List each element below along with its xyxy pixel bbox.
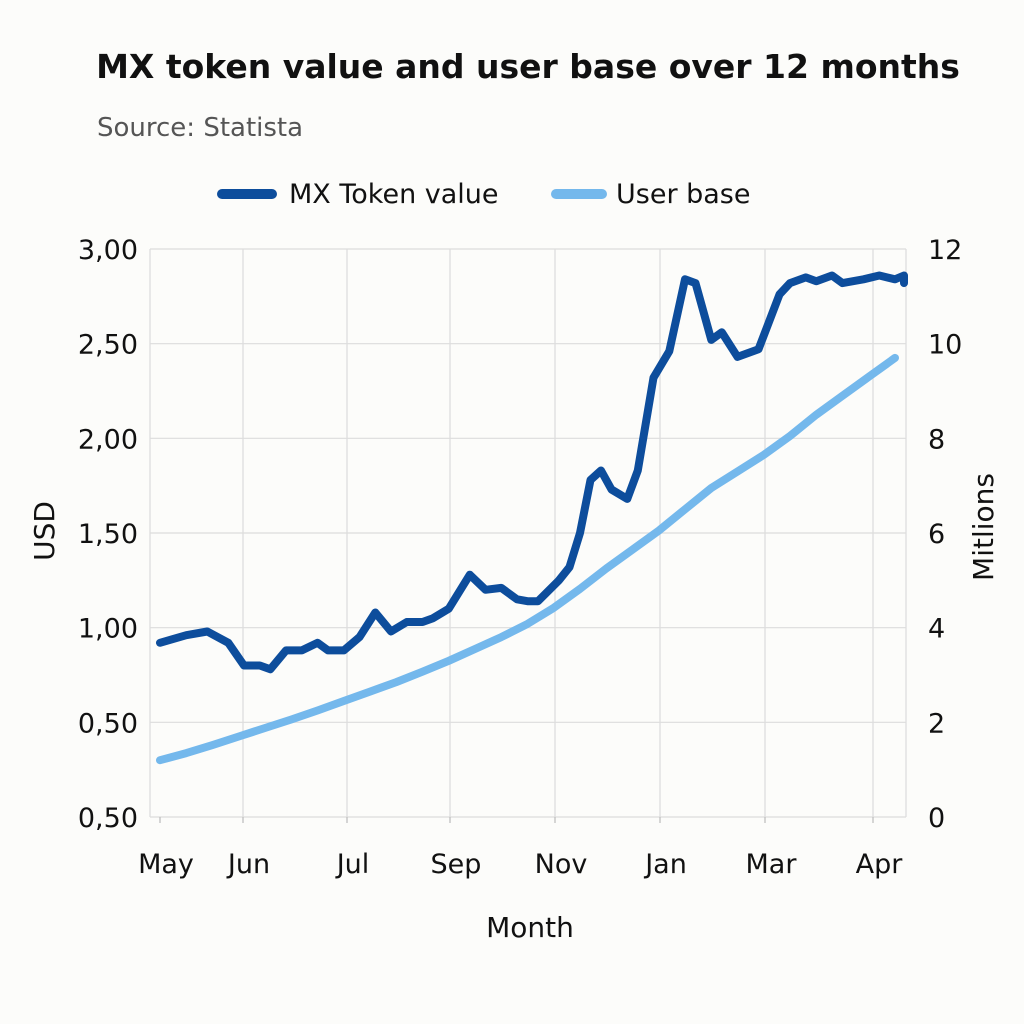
x-tick-label: May <box>138 849 194 880</box>
y-left-tick-label: 1,00 <box>78 614 138 645</box>
x-axis-title: Month <box>486 911 574 944</box>
chart-title: MX token value and user base over 12 mon… <box>96 47 960 86</box>
y-right-tick-label: 0 <box>928 803 945 834</box>
y-left-tick-label: 0,50 <box>78 803 138 834</box>
series-line-user-base <box>156 353 899 765</box>
legend-label-users: User base <box>616 179 751 210</box>
y-right-tick-label: 2 <box>928 708 945 739</box>
series-layer <box>156 271 908 765</box>
series-line-token-value <box>156 271 908 674</box>
x-tick-label: Sep <box>431 849 482 880</box>
x-tick-label: Mar <box>746 849 798 880</box>
legend-label-token: MX Token value <box>289 179 499 210</box>
y-left-tick-label: 3,00 <box>78 235 138 266</box>
y-left-tick-label: 1,50 <box>78 519 138 550</box>
y-left-tick-label: 2,50 <box>78 330 138 361</box>
x-tick-label: Jul <box>335 849 370 880</box>
grid <box>149 248 907 818</box>
y-left-tick-label: 2,00 <box>78 424 138 455</box>
y-right-tick-label: 10 <box>928 330 962 361</box>
y-axis-left: 0,50 0,50 1,00 1,50 2,00 2,50 3,00 <box>78 235 138 834</box>
y-right-tick-label: 4 <box>928 614 945 645</box>
y-right-tick-label: 6 <box>928 519 945 550</box>
y-axis-right-title: Mitlions <box>967 473 1000 581</box>
chart-subtitle: Source: Statista <box>97 113 303 143</box>
x-tick-label: Jun <box>226 849 270 880</box>
y-right-tick-label: 8 <box>928 424 945 455</box>
x-tick-label: Nov <box>535 849 588 880</box>
legend: MX Token value User base <box>217 179 751 210</box>
y-right-tick-label: 12 <box>928 235 962 266</box>
x-tick-label: Jan <box>643 849 687 880</box>
y-axis-left-title: USD <box>28 501 61 561</box>
y-left-tick-label: 0,50 <box>78 708 138 739</box>
y-axis-right: 0 2 4 6 8 10 12 <box>928 235 962 834</box>
x-axis: May Jun Jul Sep Nov Jan Mar Apr <box>138 817 903 880</box>
x-tick-label: Apr <box>856 849 904 880</box>
